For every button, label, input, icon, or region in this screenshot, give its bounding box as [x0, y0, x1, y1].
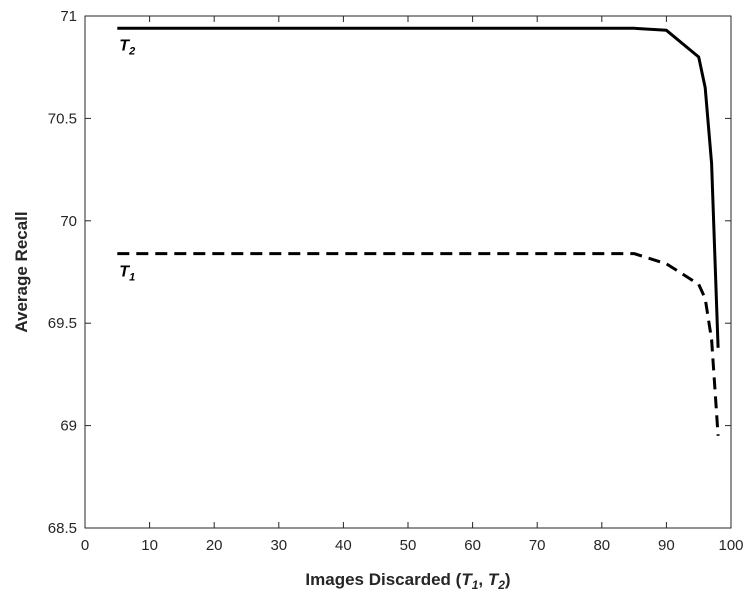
- y-tick-label: 69.5: [48, 315, 77, 332]
- plot-area: [84, 15, 732, 529]
- x-tick-label: 50: [400, 537, 417, 554]
- x-tick-label: 20: [206, 537, 223, 554]
- x-tick-label: 60: [464, 537, 481, 554]
- y-tick-label: 68.5: [48, 520, 77, 537]
- series-line-t1: [117, 252, 720, 436]
- y-tick-label: 70.5: [48, 110, 77, 127]
- y-axis-label: Average Recall: [12, 211, 31, 332]
- x-tick-label: 10: [141, 537, 158, 554]
- x-tick-label: 80: [593, 537, 610, 554]
- series-lines: [117, 26, 720, 436]
- x-tick-label: 100: [718, 537, 743, 554]
- y-tick-label: 71: [60, 8, 77, 25]
- y-tick-label: 70: [60, 213, 77, 230]
- x-tick-label: 40: [335, 537, 352, 554]
- x-axis: 0 10 20 30 40 50 60 70 80 90 100: [81, 16, 744, 554]
- x-tick-label: 0: [81, 537, 89, 554]
- series-line-t2: [117, 26, 720, 348]
- series-label-t2: T2: [119, 37, 135, 57]
- x-tick-label: 90: [658, 537, 675, 554]
- x-axis-label: Images Discarded (T1, T2): [305, 570, 510, 592]
- x-tick-label: 70: [529, 537, 546, 554]
- series-label-t1: T1: [119, 264, 135, 284]
- y-tick-label: 69: [60, 418, 77, 435]
- y-axis: 68.5 69 69.5 70 70.5 71: [48, 8, 731, 537]
- x-tick-label: 30: [270, 537, 287, 554]
